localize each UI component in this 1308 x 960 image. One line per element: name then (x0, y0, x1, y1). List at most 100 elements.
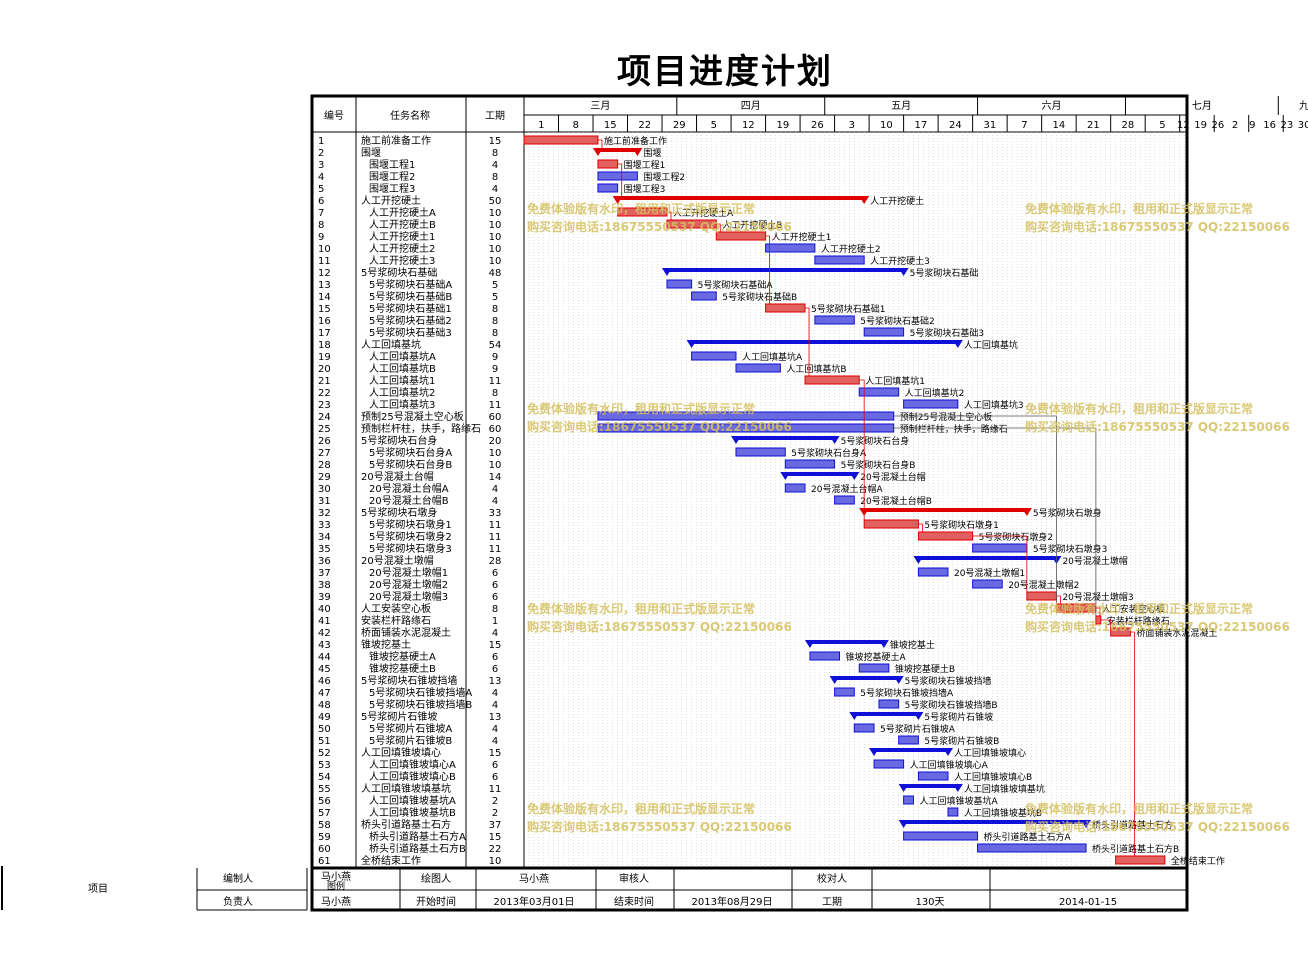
task-duration: 4 (492, 184, 498, 195)
summary-bar-end (878, 640, 889, 648)
task-bar (853, 723, 875, 733)
task-duration: 4 (492, 160, 498, 171)
footer-drawer-value: 马小燕 (519, 873, 549, 885)
dependency-line (1095, 607, 1101, 616)
task-name: 5号浆砌片石锥坡 (361, 710, 437, 723)
bar-label: 20号混凝土墩帽 (1062, 555, 1127, 567)
watermark-line1: 免费体验版有水印，租用和正式版显示正常 (527, 801, 755, 816)
week-label: 30 (1298, 120, 1308, 131)
summary-bar-start (730, 436, 741, 444)
task-duration: 10 (489, 460, 502, 471)
task-name: 5号浆砌块石墩身3 (369, 542, 452, 555)
dependency-line (1100, 619, 1112, 628)
task-duration: 6 (492, 772, 498, 783)
task-duration: 6 (492, 664, 498, 675)
task-name: 5号浆砌块石台身 (361, 434, 437, 447)
watermark-line1: 免费体验版有水印，租用和正式版显示正常 (1025, 801, 1253, 816)
summary-bar-end (952, 784, 963, 792)
header-name: 任务名称 (390, 109, 430, 122)
task-bar (666, 219, 717, 229)
task-id: 14 (318, 292, 331, 303)
watermark-line2: 购买咨询电话:18675550537 QQ:22150066 (1025, 419, 1290, 434)
task-name: 预制栏杆柱，扶手，路缘石 (361, 422, 481, 435)
bar-label: 5号浆砌块石基础2 (860, 315, 934, 327)
task-name: 人工回填基坑B (369, 362, 436, 375)
task-name: 人工开挖硬土 (361, 194, 421, 207)
task-duration: 15 (489, 832, 502, 843)
week-label: 7 (1021, 120, 1027, 131)
summary-bar (903, 784, 958, 788)
week-label: 8 (573, 120, 579, 131)
task-duration: 8 (492, 604, 498, 615)
task-duration: 10 (489, 232, 502, 243)
summary-bar-start (898, 784, 909, 792)
task-duration: 60 (489, 424, 502, 435)
summary-bar (874, 748, 948, 752)
task-duration: 14 (489, 472, 502, 483)
watermark-line2: 购买咨询电话:18675550537 QQ:22150066 (527, 819, 792, 834)
task-duration: 5 (492, 292, 498, 303)
task-duration: 54 (489, 340, 502, 351)
task-id: 3 (318, 160, 324, 171)
task-duration: 37 (489, 820, 502, 831)
task-id: 18 (318, 340, 331, 351)
bar-label: 预制25号混凝土空心板 (900, 411, 992, 423)
task-bar (804, 375, 860, 385)
footer-owner-value: 马小燕 (321, 896, 351, 908)
task-name: 人工开挖硬土3 (369, 254, 435, 267)
task-bar (878, 699, 900, 709)
task-bar (597, 159, 619, 169)
footer-duration-value: 130天 (915, 897, 944, 908)
month-label: 三月 (590, 100, 610, 112)
task-bar (977, 843, 1087, 853)
week-label: 26 (1211, 120, 1224, 131)
dependency-line (918, 523, 923, 532)
watermark-line2: 购买咨询电话:18675550537 QQ:22150066 (527, 619, 792, 634)
dependency-line (893, 415, 1057, 604)
task-duration: 10 (489, 220, 502, 231)
footer-owner-label: 负责人 (223, 895, 253, 908)
task-name: 5号浆砌块石基础1 (369, 302, 452, 315)
header-id: 编号 (324, 109, 344, 122)
bar-label: 20号混凝土墩帽2 (1008, 579, 1079, 591)
task-bar (691, 291, 717, 301)
task-duration: 13 (489, 676, 502, 687)
task-id: 52 (318, 748, 331, 759)
bar-label: 锥坡挖基硬土A (846, 651, 907, 663)
task-name: 5号浆砌块石基础 (361, 266, 437, 279)
summary-bar-start (686, 340, 697, 348)
summary-bar-end (1021, 508, 1032, 516)
task-name: 人工开挖硬土1 (369, 230, 435, 243)
task-name: 锥坡挖基土 (361, 638, 411, 651)
task-duration: 11 (489, 400, 502, 411)
bar-label: 桥面铺装水泥混凝土 (1136, 627, 1217, 639)
task-id: 11 (318, 256, 331, 267)
task-duration: 10 (489, 856, 502, 867)
bar-label: 人工开挖硬土2 (821, 243, 881, 255)
task-bar (784, 483, 806, 493)
task-name: 20号混凝土墩帽3 (369, 590, 448, 603)
bar-label: 施工前准备工作 (604, 135, 667, 147)
task-id: 29 (318, 472, 331, 483)
task-id: 7 (318, 208, 324, 219)
bar-label: 桥头引道路基土石方 (1092, 819, 1173, 831)
month-label: 九月 (1299, 100, 1308, 112)
task-name: 20号混凝土墩帽 (361, 554, 434, 567)
task-name: 人工回填基坑 (361, 338, 421, 351)
task-name: 5号浆砌块石锥坡挡墙A (369, 686, 472, 699)
task-bar (863, 327, 905, 337)
dependency-line (666, 211, 672, 220)
task-id: 57 (318, 808, 331, 819)
task-id: 37 (318, 568, 331, 579)
task-id: 55 (318, 784, 331, 795)
task-duration: 6 (492, 580, 498, 591)
task-id: 51 (318, 736, 331, 747)
week-label: 17 (914, 120, 927, 131)
dependency-line (765, 235, 770, 304)
dependency-line (972, 535, 1028, 592)
task-duration: 8 (492, 172, 498, 183)
bar-label: 桥头引道路基土石方B (1092, 843, 1179, 855)
task-name: 人工回填锥坡基坑B (369, 806, 456, 819)
task-duration: 4 (492, 736, 498, 747)
bar-label: 围堰工程3 (624, 184, 666, 195)
